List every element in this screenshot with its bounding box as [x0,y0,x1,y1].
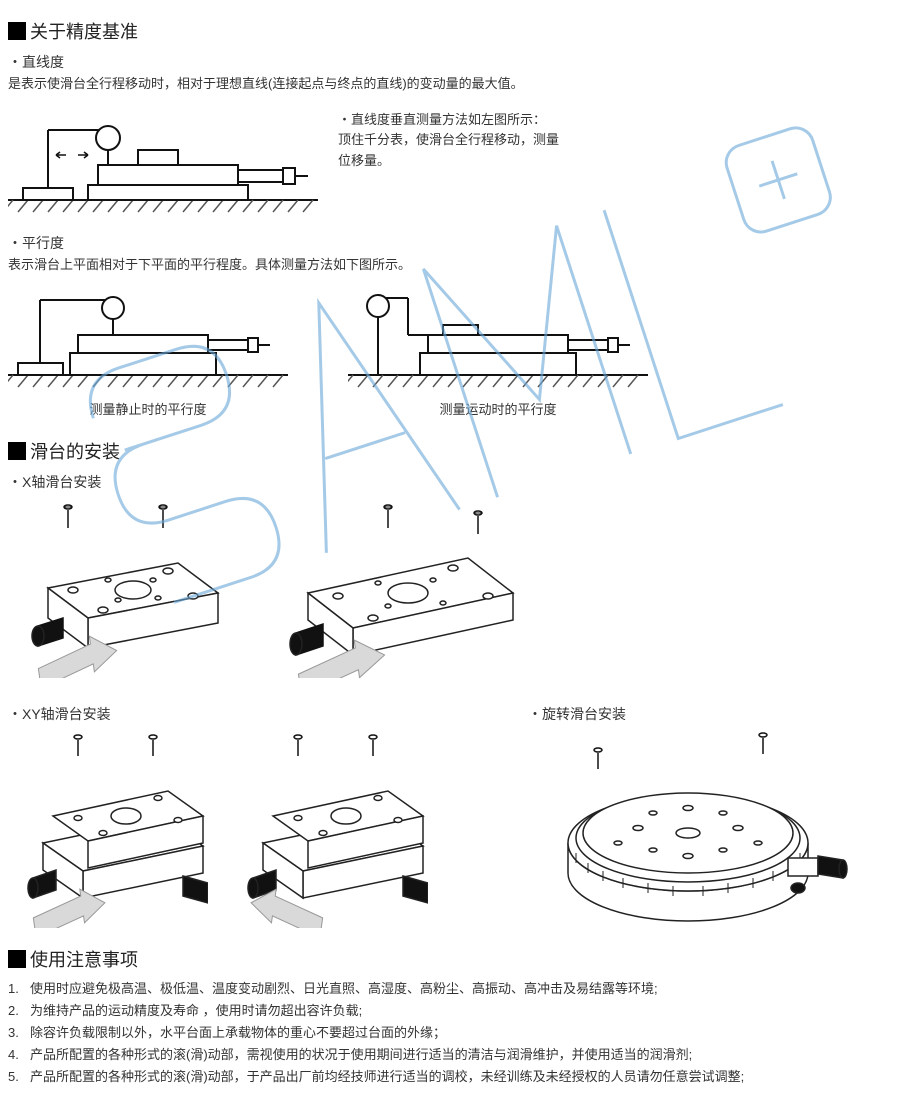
section-marker [8,442,26,460]
notes-list: 1.使用时应避免极高温、极低温、温度变动剧烈、日光直照、高湿度、高粉尘、高振动、… [8,978,910,1088]
diagram-straightness [8,100,318,215]
section-header-notes: 使用注意事项 [8,946,910,972]
diag1-line3: 位移量。 [338,151,559,172]
section-header-install: 滑台的安装 [8,438,910,464]
subheading-xy-axis: ・XY轴滑台安装 [8,704,428,724]
diagram-xy-stage-1 [8,728,208,928]
subheading-straightness: ・直线度 [8,52,910,72]
section-marker [8,22,26,40]
subheading-parallelism: ・平行度 [8,233,910,253]
note-text: 为维持产品的运动精度及寿命 ，使用时请勿超出容许负载; [30,1000,362,1022]
diag1-line2: 顶住千分表，使滑台全行程移动，测量 [338,130,559,151]
caption-parallelism-static: 测量静止时的平行度 [8,399,288,418]
note-text: 除容许负载限制以外，水平台面上承载物体的重心不要超过台面的外缘； [30,1022,446,1044]
caption-parallelism-moving: 测量运动时的平行度 [348,399,648,418]
section-title-notes: 使用注意事项 [30,946,138,972]
diagram-xy-stage-2 [228,728,428,928]
note-item: 3.除容许负载限制以外，水平台面上承载物体的重心不要超过台面的外缘； [8,1022,910,1044]
note-item: 1.使用时应避免极高温、极低温、温度变动剧烈、日光直照、高湿度、高粉尘、高振动、… [8,978,910,1000]
subheading-x-axis: ・X轴滑台安装 [8,472,910,492]
section-header-precision: 关于精度基准 [8,18,910,44]
note-item: 2.为维持产品的运动精度及寿命 ，使用时请勿超出容许负载; [8,1000,910,1022]
section-title-install: 滑台的安装 [30,438,120,464]
note-item: 4.产品所配置的各种形式的滚(滑)动部，需视使用的状况于使用期间进行适当的清洁与… [8,1044,910,1066]
note-number: 1. [8,978,30,1000]
diagram-x-stage-1 [8,498,228,678]
diag1-line1: ・直线度垂直测量方法如左图所示： [338,110,559,131]
subheading-rotation: ・旋转滑台安装 [528,704,910,724]
note-number: 5. [8,1066,30,1088]
diagram-parallelism-moving: 测量运动时的平行度 [348,280,648,418]
note-text: 使用时应避免极高温、极低温、温度变动剧烈、日光直照、高湿度、高粉尘、高振动、高冲… [30,978,658,1000]
section-marker [8,950,26,968]
note-item: 5.产品所配置的各种形式的滚(滑)动部，于产品出厂前均经技师进行适当的调校，未经… [8,1066,910,1088]
note-number: 4. [8,1044,30,1066]
diagram-straightness-caption: ・直线度垂直测量方法如左图所示： 顶住千分表，使滑台全行程移动，测量 位移量。 [338,110,559,172]
diagram-parallelism-static: 测量静止时的平行度 [8,280,288,418]
note-number: 3. [8,1022,30,1044]
text-straightness-desc: 是表示使滑台全行程移动时，相对于理想直线(连接起点与终点的直线)的变动量的最大值… [8,74,910,94]
section-title-precision: 关于精度基准 [30,18,138,44]
note-text: 产品所配置的各种形式的滚(滑)动部，需视使用的状况于使用期间进行适当的清洁与润滑… [30,1044,692,1066]
text-parallelism-desc: 表示滑台上平面相对于下平面的平行程度。具体测量方法如下图所示。 [8,255,910,275]
diagram-rotation-stage [528,728,910,928]
diagram-x-stage-2 [258,498,518,678]
note-text: 产品所配置的各种形式的滚(滑)动部，于产品出厂前均经技师进行适当的调校，未经训练… [30,1066,744,1088]
note-number: 2. [8,1000,30,1022]
